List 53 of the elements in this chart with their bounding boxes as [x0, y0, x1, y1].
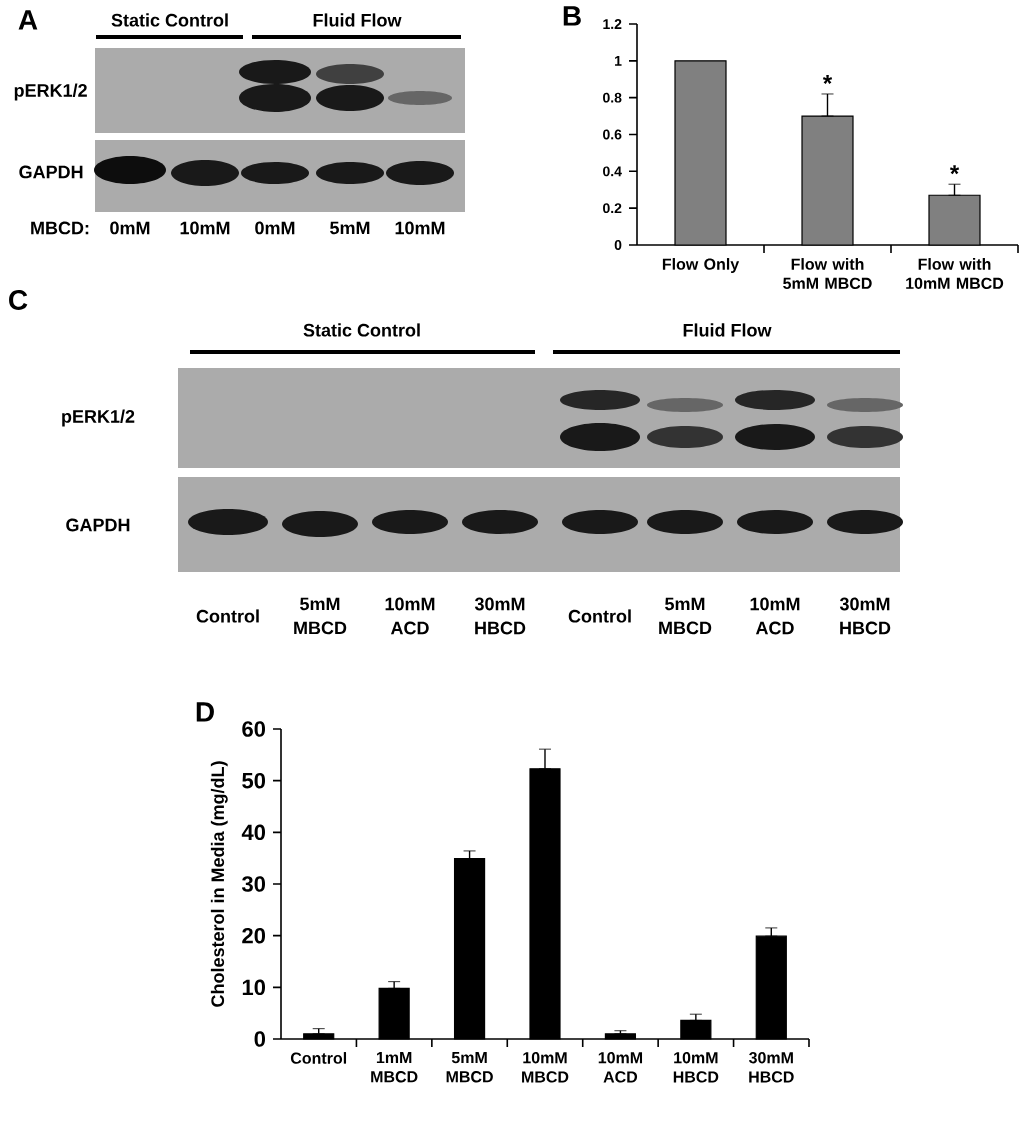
annotation: *: [949, 165, 960, 175]
chart-title: B: [563, 6, 581, 26]
y-tick-label: 30: [241, 876, 266, 892]
y-tick-label: 20: [242, 927, 266, 944]
category-label: 10mM: [180, 221, 230, 235]
category-label: 10mM ACD: [750, 597, 800, 635]
text: GAPDH: [66, 518, 130, 532]
chart-title: D: [196, 702, 214, 722]
text: GAPDH: [19, 165, 83, 179]
category-label: 0mM: [255, 221, 295, 235]
x-tick-label: 5mM MBCD: [446, 1052, 493, 1083]
y-axis-title: Cholesterol in Media (mg/dL): [210, 761, 228, 1007]
text: A: [18, 10, 38, 30]
category-label: 30mM HBCD: [839, 597, 891, 635]
category-label: Control: [196, 609, 259, 623]
text: Fluid Flow: [683, 323, 772, 337]
y-tick-label: 0: [254, 1031, 266, 1047]
x-tick-label: 10mM HBCD: [673, 1052, 719, 1083]
annotation: *: [822, 75, 833, 84]
y-tick-label: 40: [241, 824, 266, 841]
category-label: 10mM ACD: [385, 597, 435, 635]
y-tick-label: 10: [242, 979, 266, 996]
text: pERK1/2: [62, 409, 135, 427]
text: pERK1/2: [14, 83, 87, 101]
y-tick-label: 1.2: [603, 19, 622, 29]
text: Fluid Flow: [313, 13, 402, 27]
y-tick-label: 50: [242, 772, 266, 789]
x-tick-label: Flow with 10mM MBCD: [906, 258, 1004, 290]
x-tick-label: 1mM MBCD: [371, 1052, 418, 1083]
x-tick-label: Flow Only: [662, 258, 740, 273]
text: Static Control: [303, 323, 420, 337]
x-tick-label: 10mM ACD: [598, 1052, 643, 1083]
x-tick-label: 30mM HBCD: [748, 1052, 794, 1083]
y-tick-label: 1: [615, 56, 622, 66]
x-tick-label: Flow with 5mM MBCD: [783, 258, 872, 290]
category-label: 5mM: [330, 221, 370, 235]
y-tick-label: 0.8: [603, 92, 622, 103]
category-label: 10mM: [395, 221, 445, 235]
text: MBCD:: [31, 221, 89, 235]
x-tick-label: Control: [290, 1052, 347, 1064]
category-label: Control: [568, 609, 631, 623]
category-label: 30mM HBCD: [474, 597, 526, 635]
text: C: [9, 290, 28, 310]
category-label: 5mM MBCD: [659, 597, 712, 635]
x-tick-label: 10mM MBCD: [522, 1052, 569, 1083]
y-tick-label: 60: [242, 721, 266, 737]
category-label: 0mM: [110, 221, 150, 235]
text: Static Control: [111, 13, 228, 27]
y-tick-label: 0: [614, 240, 622, 250]
y-tick-label: 0.6: [603, 129, 622, 140]
y-tick-label: 0.4: [603, 166, 622, 177]
category-label: 5mM MBCD: [294, 597, 347, 635]
y-tick-label: 0.2: [603, 203, 622, 214]
